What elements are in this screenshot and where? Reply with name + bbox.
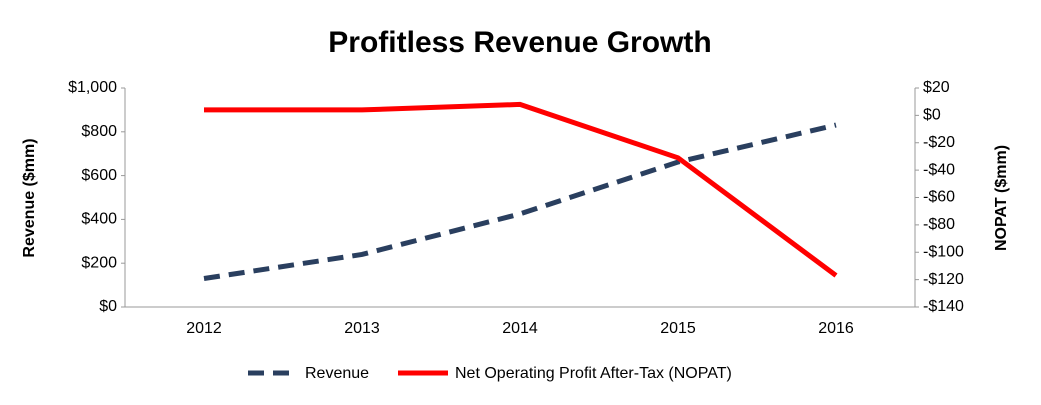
y2-axis-title: NOPAT ($mm) bbox=[993, 145, 1010, 251]
y-tick-label: $400 bbox=[81, 211, 117, 228]
y-tick-label: $0 bbox=[99, 298, 117, 315]
chart-title: Profitless Revenue Growth bbox=[328, 26, 711, 59]
y2-tick-label: -$40 bbox=[923, 161, 955, 178]
y2-tick-label: -$60 bbox=[923, 189, 955, 206]
y2-tick-label: $20 bbox=[923, 79, 950, 96]
x-tick-label: 2014 bbox=[502, 320, 538, 337]
series-line bbox=[204, 101, 838, 278]
legend-label: Revenue bbox=[305, 365, 369, 382]
y2-tick-label: -$140 bbox=[923, 298, 964, 315]
x-tick-label: 2013 bbox=[344, 320, 380, 337]
y2-tick-label: -$80 bbox=[923, 216, 955, 233]
x-tick-label: 2012 bbox=[186, 320, 222, 337]
legend-label: Net Operating Profit After-Tax (NOPAT) bbox=[455, 365, 732, 382]
y2-tick-label: $0 bbox=[923, 107, 941, 124]
series-line bbox=[203, 122, 837, 282]
y-tick-label: $600 bbox=[81, 167, 117, 184]
y-tick-label: $800 bbox=[81, 123, 117, 140]
x-tick-label: 2016 bbox=[818, 320, 854, 337]
y2-tick-label: -$20 bbox=[923, 134, 955, 151]
y-axis-title: Revenue ($mm) bbox=[21, 138, 38, 257]
y-tick-label: $1,000 bbox=[68, 79, 117, 96]
y-tick-label: $200 bbox=[81, 254, 117, 271]
x-tick-label: 2015 bbox=[660, 320, 696, 337]
y2-tick-label: -$100 bbox=[923, 243, 964, 260]
y2-tick-label: -$120 bbox=[923, 271, 964, 288]
